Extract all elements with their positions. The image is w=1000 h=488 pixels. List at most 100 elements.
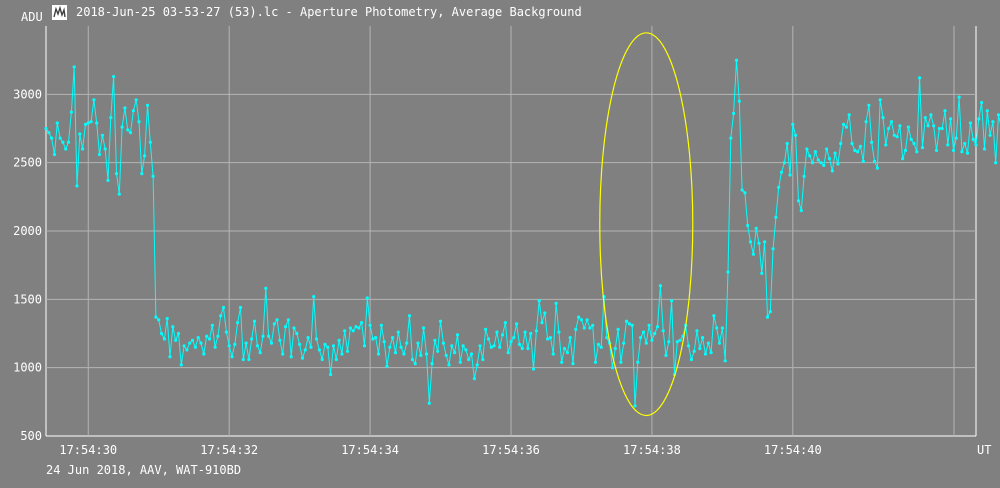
data-point bbox=[481, 357, 485, 362]
data-point bbox=[179, 363, 183, 367]
data-point bbox=[872, 159, 877, 163]
data-point bbox=[605, 336, 609, 340]
data-point bbox=[303, 348, 307, 352]
data-point bbox=[190, 338, 195, 342]
data-point bbox=[929, 113, 933, 117]
data-point bbox=[64, 147, 68, 151]
data-point bbox=[472, 377, 476, 381]
data-point bbox=[861, 159, 865, 163]
data-point bbox=[943, 109, 947, 113]
data-point bbox=[560, 360, 564, 364]
data-point bbox=[244, 341, 248, 345]
data-point bbox=[337, 338, 341, 342]
data-point bbox=[407, 314, 412, 318]
data-point bbox=[154, 315, 158, 319]
data-point bbox=[283, 325, 288, 329]
data-point bbox=[168, 355, 172, 359]
data-point bbox=[396, 330, 400, 334]
data-point bbox=[985, 109, 989, 113]
data-point bbox=[379, 323, 383, 327]
data-point bbox=[732, 111, 736, 116]
data-point bbox=[639, 336, 643, 340]
data-point bbox=[281, 352, 285, 356]
annotation-ellipse bbox=[599, 32, 694, 417]
data-point bbox=[734, 58, 739, 62]
data-point bbox=[554, 301, 558, 305]
data-point bbox=[515, 322, 519, 326]
data-point bbox=[565, 351, 570, 355]
lightcurve-app-icon[interactable] bbox=[52, 5, 67, 20]
data-point bbox=[782, 161, 787, 165]
data-point bbox=[779, 170, 784, 174]
data-point bbox=[678, 338, 682, 342]
data-point bbox=[109, 116, 113, 120]
data-point bbox=[980, 100, 984, 105]
data-point bbox=[362, 344, 367, 348]
data-point bbox=[188, 341, 192, 345]
x-tick-label: 17:54:32 bbox=[200, 443, 258, 457]
data-point bbox=[47, 131, 51, 135]
data-point bbox=[548, 336, 553, 340]
data-point bbox=[340, 352, 344, 356]
data-point bbox=[870, 140, 874, 144]
data-point bbox=[295, 331, 299, 336]
data-point bbox=[137, 120, 141, 124]
data-point bbox=[343, 329, 347, 333]
data-point bbox=[774, 215, 778, 219]
data-point bbox=[703, 352, 708, 356]
data-point bbox=[405, 341, 409, 345]
data-point bbox=[326, 345, 330, 349]
data-point bbox=[957, 95, 961, 99]
data-point bbox=[982, 147, 987, 151]
data-point bbox=[912, 141, 916, 146]
data-point bbox=[839, 141, 843, 146]
data-point bbox=[213, 345, 217, 349]
data-point bbox=[805, 147, 809, 151]
window-title: 2018-Jun-25 03-53-27 (53).lc - Aperture … bbox=[76, 5, 582, 19]
data-point bbox=[709, 351, 713, 355]
data-point bbox=[571, 362, 575, 366]
data-point bbox=[120, 125, 124, 129]
data-point bbox=[106, 178, 110, 182]
data-point bbox=[723, 359, 727, 363]
data-point bbox=[616, 327, 620, 331]
data-point bbox=[509, 340, 513, 344]
data-point bbox=[86, 121, 90, 125]
data-point bbox=[610, 366, 615, 370]
data-point bbox=[298, 342, 302, 346]
data-point bbox=[300, 356, 305, 360]
data-point bbox=[988, 133, 992, 137]
data-point bbox=[436, 349, 440, 353]
data-point bbox=[306, 336, 310, 340]
data-point bbox=[647, 323, 651, 327]
data-point bbox=[887, 126, 891, 131]
data-point bbox=[763, 240, 767, 244]
data-point bbox=[830, 169, 834, 173]
data-point bbox=[66, 140, 71, 144]
data-point bbox=[613, 346, 617, 351]
data-point bbox=[151, 174, 155, 178]
data-point bbox=[582, 326, 586, 330]
data-point bbox=[351, 329, 355, 333]
data-point bbox=[458, 360, 462, 364]
data-point bbox=[388, 345, 392, 349]
data-point bbox=[357, 326, 361, 330]
data-point bbox=[746, 223, 750, 228]
data-point bbox=[331, 344, 336, 348]
data-point bbox=[996, 113, 1000, 117]
data-point bbox=[909, 137, 913, 141]
data-point bbox=[901, 157, 905, 161]
data-point bbox=[963, 141, 967, 146]
data-point bbox=[360, 321, 364, 325]
data-point bbox=[278, 338, 282, 342]
data-point bbox=[126, 128, 130, 132]
data-point bbox=[940, 126, 944, 131]
data-point bbox=[83, 122, 88, 126]
data-point bbox=[176, 331, 181, 336]
data-point bbox=[557, 330, 561, 334]
data-point bbox=[630, 323, 634, 327]
data-point bbox=[650, 338, 654, 342]
data-point bbox=[994, 161, 998, 165]
data-point bbox=[145, 103, 150, 107]
